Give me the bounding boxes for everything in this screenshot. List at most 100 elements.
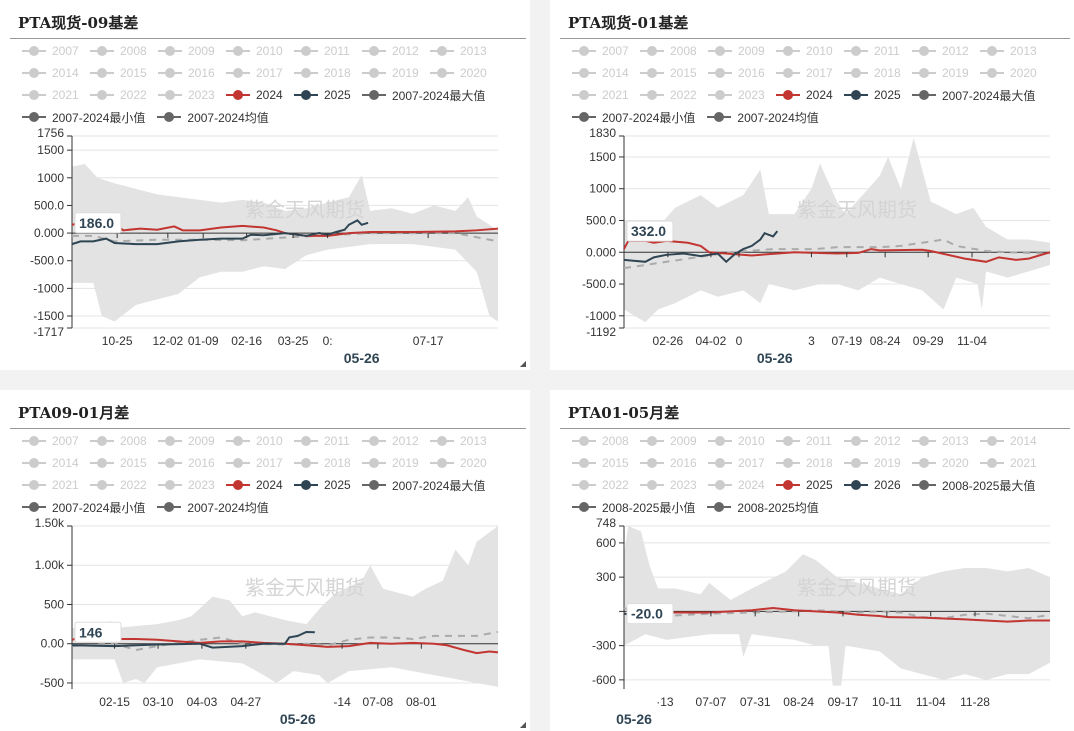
legend-item-2007[interactable]: 2007 — [22, 430, 90, 452]
legend-item-2021[interactable]: 2021 — [22, 474, 90, 496]
legend-label: 2008 — [120, 44, 147, 58]
legend-item-2011[interactable]: 2011 — [844, 40, 912, 62]
legend-item-2014[interactable]: 2014 — [572, 62, 640, 84]
legend-label: 2011 — [874, 44, 900, 58]
legend-item-2007-2024均值[interactable]: 2007-2024均值 — [707, 106, 819, 128]
legend-item-2013[interactable]: 2013 — [980, 40, 1048, 62]
legend-item-2022[interactable]: 2022 — [640, 84, 708, 106]
legend-item-2017[interactable]: 2017 — [226, 452, 294, 474]
legend-item-2007-2024最大值[interactable]: 2007-2024最大值 — [362, 474, 485, 496]
legend-item-2013[interactable]: 2013 — [912, 430, 980, 452]
legend-item-2007-2024最大值[interactable]: 2007-2024最大值 — [362, 84, 485, 106]
legend-item-2007-2024均值[interactable]: 2007-2024均值 — [157, 106, 269, 128]
legend-item-2019[interactable]: 2019 — [362, 62, 430, 84]
legend-item-2008-2025均值[interactable]: 2008-2025均值 — [707, 496, 819, 518]
legend-item-2018[interactable]: 2018 — [294, 62, 362, 84]
legend-item-2007-2024最小值[interactable]: 2007-2024最小值 — [22, 496, 145, 518]
legend-item-2011[interactable]: 2011 — [294, 40, 362, 62]
legend-item-2025[interactable]: 2025 — [294, 474, 362, 496]
legend-item-2007-2024最小值[interactable]: 2007-2024最小值 — [22, 106, 145, 128]
legend-item-2014[interactable]: 2014 — [980, 430, 1048, 452]
legend-item-2022[interactable]: 2022 — [90, 474, 158, 496]
legend-item-2017[interactable]: 2017 — [226, 62, 294, 84]
legend-item-2024[interactable]: 2024 — [226, 84, 294, 106]
legend-item-2023[interactable]: 2023 — [158, 84, 226, 106]
legend-item-2010[interactable]: 2010 — [776, 40, 844, 62]
legend-item-2010[interactable]: 2010 — [226, 40, 294, 62]
legend-item-2007[interactable]: 2007 — [22, 40, 90, 62]
legend-item-2025[interactable]: 2025 — [776, 474, 844, 496]
legend-item-2018[interactable]: 2018 — [844, 62, 912, 84]
legend-item-2008[interactable]: 2008 — [90, 430, 158, 452]
legend-item-2014[interactable]: 2014 — [22, 452, 90, 474]
legend-item-2019[interactable]: 2019 — [844, 452, 912, 474]
legend-item-2017[interactable]: 2017 — [776, 62, 844, 84]
legend-item-2008-2025最大值[interactable]: 2008-2025最大值 — [912, 474, 1035, 496]
legend-item-2015[interactable]: 2015 — [90, 452, 158, 474]
legend-item-2015[interactable]: 2015 — [572, 452, 640, 474]
legend-item-2012[interactable]: 2012 — [844, 430, 912, 452]
legend-item-2019[interactable]: 2019 — [362, 452, 430, 474]
legend-item-2023[interactable]: 2023 — [708, 84, 776, 106]
legend-item-2015[interactable]: 2015 — [90, 62, 158, 84]
legend-item-2013[interactable]: 2013 — [430, 430, 498, 452]
legend-item-2025[interactable]: 2025 — [844, 84, 912, 106]
legend-item-2008[interactable]: 2008 — [90, 40, 158, 62]
legend-item-2023[interactable]: 2023 — [640, 474, 708, 496]
legend-item-2009[interactable]: 2009 — [708, 40, 776, 62]
legend-item-2016[interactable]: 2016 — [640, 452, 708, 474]
legend-item-2017[interactable]: 2017 — [708, 452, 776, 474]
y-pointer-box — [626, 220, 674, 242]
legend-item-2007[interactable]: 2007 — [572, 40, 640, 62]
legend-item-2008[interactable]: 2008 — [640, 40, 708, 62]
legend-item-2024[interactable]: 2024 — [708, 474, 776, 496]
legend-item-2010[interactable]: 2010 — [226, 430, 294, 452]
legend-item-2007-2024最小值[interactable]: 2007-2024最小值 — [572, 106, 695, 128]
legend-item-2011[interactable]: 2011 — [776, 430, 844, 452]
legend-item-2020[interactable]: 2020 — [980, 62, 1048, 84]
legend-item-2011[interactable]: 2011 — [294, 430, 362, 452]
legend-item-2026[interactable]: 2026 — [844, 474, 912, 496]
legend-marker-icon — [90, 46, 114, 56]
legend-item-2025[interactable]: 2025 — [294, 84, 362, 106]
legend-item-2014[interactable]: 2014 — [22, 62, 90, 84]
legend-label: 2011 — [324, 44, 350, 58]
legend-label: 2007-2024最大值 — [392, 88, 486, 103]
legend-marker-icon — [640, 46, 664, 56]
legend-item-2024[interactable]: 2024 — [226, 474, 294, 496]
legend-item-2009[interactable]: 2009 — [158, 40, 226, 62]
legend-marker-icon — [157, 112, 182, 122]
legend-item-2020[interactable]: 2020 — [430, 452, 498, 474]
legend-label: 2022 — [120, 478, 147, 492]
legend-item-2007-2024均值[interactable]: 2007-2024均值 — [157, 496, 269, 518]
legend-item-2016[interactable]: 2016 — [158, 62, 226, 84]
legend-item-2020[interactable]: 2020 — [912, 452, 980, 474]
legend-item-2008[interactable]: 2008 — [572, 430, 640, 452]
legend-item-2024[interactable]: 2024 — [776, 84, 844, 106]
legend-item-2018[interactable]: 2018 — [294, 452, 362, 474]
legend-item-2012[interactable]: 2012 — [362, 40, 430, 62]
legend-item-2020[interactable]: 2020 — [430, 62, 498, 84]
legend-item-2007-2024最大值[interactable]: 2007-2024最大值 — [912, 84, 1035, 106]
legend-item-2023[interactable]: 2023 — [158, 474, 226, 496]
legend-item-2009[interactable]: 2009 — [158, 430, 226, 452]
legend-item-2010[interactable]: 2010 — [708, 430, 776, 452]
legend-item-2008-2025最小值[interactable]: 2008-2025最小值 — [572, 496, 695, 518]
legend-item-2016[interactable]: 2016 — [708, 62, 776, 84]
legend-item-2019[interactable]: 2019 — [912, 62, 980, 84]
legend-item-2013[interactable]: 2013 — [430, 40, 498, 62]
legend-item-2009[interactable]: 2009 — [640, 430, 708, 452]
legend-item-2022[interactable]: 2022 — [90, 84, 158, 106]
legend-item-2021[interactable]: 2021 — [572, 84, 640, 106]
legend-item-2021[interactable]: 2021 — [22, 84, 90, 106]
legend-item-2016[interactable]: 2016 — [158, 452, 226, 474]
legend-item-2012[interactable]: 2012 — [912, 40, 980, 62]
legend-item-2018[interactable]: 2018 — [776, 452, 844, 474]
legend-item-2022[interactable]: 2022 — [572, 474, 640, 496]
resize-handle-icon[interactable]: ◢ — [519, 359, 526, 368]
resize-handle-icon[interactable]: ◢ — [519, 720, 526, 729]
legend-item-2021[interactable]: 2021 — [980, 452, 1048, 474]
legend-item-2015[interactable]: 2015 — [640, 62, 708, 84]
legend-item-2012[interactable]: 2012 — [362, 430, 430, 452]
legend-marker-icon — [22, 436, 46, 446]
